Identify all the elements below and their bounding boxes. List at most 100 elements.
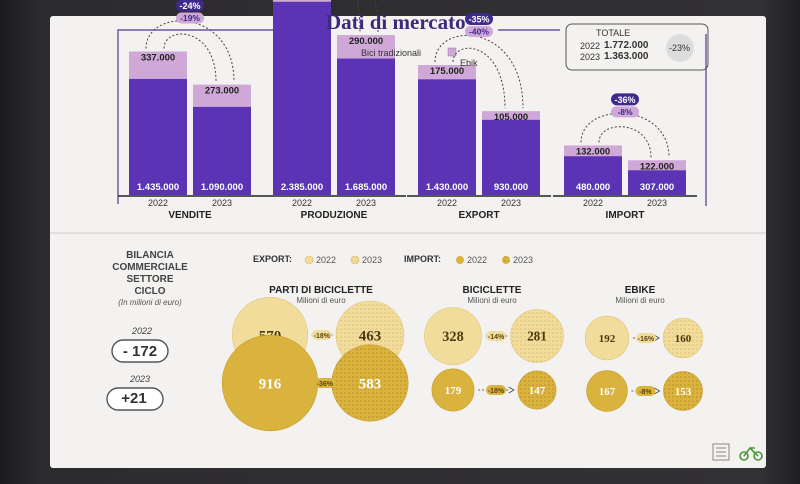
totale-year-2023: 2023 — [580, 52, 601, 62]
change-pill-ebike-0 — [176, 12, 204, 24]
bubble-pct-import-1: -18% — [488, 388, 505, 395]
bar-ebike-1-0 — [273, 0, 331, 2]
trade-title-parti: PARTI DI BICICLETTE — [269, 285, 373, 296]
bilancia-year-2022: 2022 — [131, 326, 153, 336]
bilancia-value-2022: - 172 — [122, 343, 158, 360]
bar-traditional-3-0 — [564, 156, 622, 195]
change-pct-total-0: -24% — [179, 1, 200, 11]
bar-traditional-2-0 — [418, 79, 476, 195]
bubble-pct-pill-export-2 — [635, 333, 656, 343]
totale-pct: -23% — [669, 43, 691, 53]
totale-value-2022: 1.772.000 — [604, 40, 649, 51]
bubble-export-2022-value-2: 192 — [599, 333, 616, 345]
bubble-export-2022-1 — [424, 307, 482, 365]
change-arc-total-0 — [145, 20, 235, 82]
bar-traditional-label-3-0: 480.000 — [576, 182, 610, 193]
bar-ebike-label-0-0: 337.000 — [141, 52, 175, 63]
bilancia-year-2023: 2023 — [129, 374, 151, 384]
group-label-2: EXPORT — [458, 210, 499, 221]
bubble-pct-pill-import-0 — [314, 378, 335, 388]
bilancia-title-line-2: COMMERCIALE — [112, 262, 188, 273]
bubble-arrowhead-import-1 — [508, 386, 515, 394]
trade-unit-biciclette: Milioni di euro — [467, 296, 517, 305]
trade-legend-import: IMPORT: — [404, 254, 441, 264]
totale-label: TOTALE — [596, 28, 631, 38]
bilancia-title-line-1: BILANCIA — [126, 250, 174, 261]
bar-traditional-label-1-0: 2.385.000 — [281, 182, 323, 193]
group-label-3: IMPORT — [606, 210, 645, 221]
year-label-2-0: 2022 — [437, 198, 457, 208]
trade-unit-parti: Milioni di euro — [296, 296, 346, 305]
change-arc-total-3 — [580, 112, 670, 158]
bar-traditional-1-1 — [337, 58, 395, 195]
bar-ebike-0-1 — [193, 84, 251, 107]
year-label-0-0: 2022 — [148, 198, 168, 208]
bubble-arrowhead-import-2 — [654, 387, 661, 395]
chart-title: Dati di mercato — [326, 10, 466, 34]
bar-traditional-3-1 — [628, 170, 686, 195]
change-arc-total-2 — [434, 34, 524, 109]
bar-traditional-1-0 — [273, 1, 331, 195]
bar-ebike-1-1 — [337, 35, 395, 59]
bubble-export-2022-2 — [584, 315, 630, 361]
bar-traditional-label-2-1: 930.000 — [494, 182, 528, 193]
change-arc-ebike-1 — [356, 0, 361, 33]
logo-bike-wheel-right — [753, 451, 763, 461]
bubble-import-2023-value-0: 583 — [359, 376, 382, 392]
bubble-pct-pill-export-1 — [486, 331, 507, 341]
change-pill-ebike-2 — [465, 25, 493, 37]
bar-ebike-label-1-1: 290.000 — [349, 36, 383, 47]
bar-ebike-3-1 — [628, 160, 686, 171]
bubble-pct-export-1: -14% — [488, 334, 505, 341]
bar-ebike-0-0 — [129, 51, 187, 79]
legend-traditional-label: Bici tradizionali — [361, 48, 422, 58]
bar-traditional-label-2-0: 1.430.000 — [426, 182, 468, 193]
bar-ebike-label-2-0: 175.000 — [430, 66, 464, 77]
legend-ebike-label: Ebik — [460, 58, 478, 68]
bubble-pct-export-2: -16% — [638, 336, 655, 343]
bilancia-pill-2022 — [111, 339, 169, 363]
trade-legend-import-2023-dot — [502, 256, 510, 264]
bar-ebike-label-3-1: 122.000 — [640, 161, 674, 172]
bubble-import-2022-value-2: 167 — [599, 386, 616, 398]
trade-legend-export-2022: 2022 — [316, 255, 337, 265]
bubble-import-2022-2 — [586, 370, 628, 412]
group-label-0: VENDITE — [168, 210, 212, 221]
change-pill-total-0 — [176, 0, 204, 12]
bubble-pct-export-0: -18% — [314, 333, 331, 340]
bubble-pct-pill-import-2 — [635, 386, 656, 396]
bar-traditional-0-0 — [129, 78, 187, 195]
trade-title-ebike: EBIKE — [624, 285, 656, 296]
bubble-export-2023-1 — [510, 309, 564, 363]
year-label-1-1: 2023 — [356, 198, 376, 208]
bubble-pct-import-2: -8% — [639, 389, 652, 396]
bubble-export-2023-value-2: 160 — [675, 333, 692, 345]
totale-year-2022: 2022 — [580, 41, 601, 51]
bubble-import-2022-1 — [431, 368, 475, 412]
bar-ebike-3-0 — [564, 145, 622, 157]
year-label-3-1: 2023 — [647, 198, 667, 208]
change-pct-total-2: -35% — [468, 14, 489, 24]
year-label-0-1: 2023 — [212, 198, 232, 208]
bubble-pct-import-0: -36% — [317, 381, 334, 388]
bar-traditional-2-1 — [482, 119, 540, 195]
change-pct-ebike-2: -40% — [469, 26, 489, 36]
trade-legend-export-2023-dot — [350, 255, 360, 265]
bubble-import-2023-2 — [663, 371, 703, 411]
title-frame-line — [117, 29, 560, 40]
legend-ebike-swatch — [447, 47, 457, 57]
trade-legend-export: EXPORT: — [253, 254, 293, 264]
bar-ebike-label-2-1: 105.000 — [494, 112, 528, 123]
change-pill-ebike-3 — [611, 106, 639, 118]
logo-ancma-lines — [716, 447, 726, 457]
bilancia-subtitle: (In milioni di euro) — [118, 298, 182, 307]
trade-legend-import-2022-dot — [456, 256, 464, 264]
bubble-import-2023-value-2: 153 — [675, 386, 692, 398]
year-label-2-1: 2023 — [501, 198, 521, 208]
bar-ebike-label-0-1: 273.000 — [205, 86, 239, 97]
bubble-pct-pill-import-1 — [485, 385, 506, 395]
year-label-1-0: 2022 — [292, 198, 312, 208]
bilancia-value-2023: +21 — [121, 390, 147, 407]
bilancia-title-line-4: CICLO — [134, 286, 166, 297]
